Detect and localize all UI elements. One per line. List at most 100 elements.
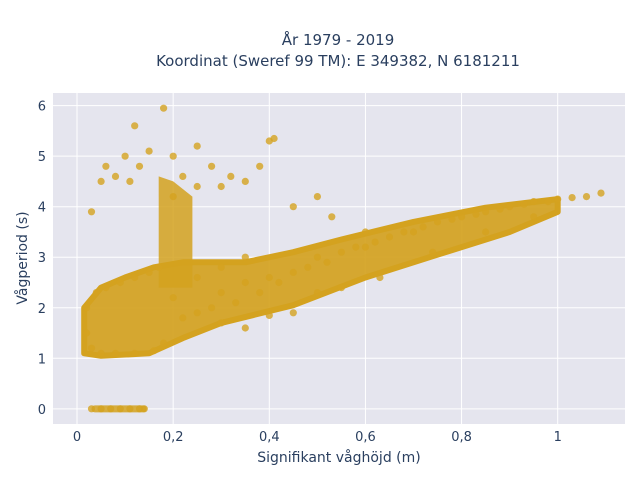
scatter-point: [145, 268, 153, 276]
scatter-point: [116, 278, 124, 287]
scatter-point: [111, 349, 120, 357]
scatter-point: [179, 172, 187, 180]
scatter-point: [232, 299, 240, 307]
scatter-point: [208, 162, 216, 170]
scatter-point: [530, 198, 538, 206]
scatter-point: [323, 258, 331, 266]
scatter-point: [126, 177, 134, 185]
scatter-point: [111, 172, 120, 180]
scatter-point: [169, 294, 177, 302]
x-axis-label: Signifikant våghöjd (m): [257, 449, 420, 466]
scatter-point: [83, 329, 91, 337]
scatter-point: [160, 104, 168, 112]
scatter-point: [193, 182, 201, 191]
scatter-point: [328, 213, 336, 221]
scatter-point: [275, 278, 283, 287]
grid-lines: [53, 93, 625, 424]
scatter-point: [582, 193, 591, 201]
scatter-point: [472, 210, 480, 218]
scatter-point: [265, 311, 273, 319]
scatter-point: [135, 162, 144, 170]
scatter-point: [554, 195, 562, 203]
y-tick-label: 3: [38, 251, 46, 266]
scatter-point: [376, 273, 384, 282]
scatter-point: [217, 289, 225, 297]
scatter-point: [217, 319, 225, 327]
scatter-point: [506, 203, 514, 211]
scatter-point: [131, 122, 139, 130]
scatter-point: [361, 228, 369, 236]
x-tick-label: 0,2: [163, 430, 184, 445]
y-axis-label: Vågperiod (s): [14, 211, 31, 304]
scatter-point: [352, 243, 360, 251]
scatter-point: [193, 273, 201, 282]
scatter-point: [433, 218, 442, 226]
scatter-point: [160, 339, 168, 347]
scatter-point: [458, 213, 466, 221]
scatter-point: [568, 194, 576, 202]
x-tick-label: 0,4: [259, 430, 280, 445]
y-tick-label: 1: [38, 352, 46, 367]
y-tick-label: 0: [38, 403, 46, 418]
scatter-point: [97, 349, 105, 357]
scatter-point: [289, 203, 297, 211]
scatter-point: [385, 233, 394, 241]
chart-title-line-2: Koordinat (Sweref 99 TM): E 349382, N 61…: [156, 52, 520, 70]
scatter-point: [87, 344, 96, 352]
scatter-point: [482, 228, 490, 236]
scatter-point: [83, 304, 91, 312]
scatter-cloud-column: [158, 176, 193, 288]
y-tick-label: 6: [38, 100, 46, 115]
scatter-point: [400, 228, 408, 236]
scatter-point: [256, 289, 264, 297]
scatter-point: [530, 213, 538, 221]
x-axis-ticks: 0 0,2 0,4 0,6 0,8 1: [73, 430, 562, 445]
scatter-point: [289, 268, 297, 276]
x-tick-label: 0,6: [355, 430, 376, 445]
scatter-point: [193, 309, 201, 317]
chart-title-line-1: År 1979 - 2019: [282, 30, 395, 49]
scatter-point: [256, 162, 264, 170]
scatter-point: [241, 177, 249, 185]
x-tick-label: 0: [73, 430, 81, 445]
scatter-point: [217, 263, 225, 271]
scatter-point: [102, 162, 110, 170]
scatter-point: [179, 314, 187, 322]
scatter-point: [131, 273, 139, 282]
scatter-point: [155, 263, 163, 271]
scatter-point: [241, 278, 249, 287]
scatter-point: [304, 263, 312, 271]
scatter-point: [361, 243, 369, 251]
scatter-point: [217, 182, 225, 191]
scatter-point: [193, 142, 201, 150]
scatter-point: [169, 152, 177, 160]
scatter-point: [337, 248, 345, 256]
scatter-point: [597, 189, 605, 197]
scatter-point: [337, 284, 345, 292]
scatter-point: [429, 248, 437, 256]
scatter-point: [270, 134, 278, 143]
scatter-point: [227, 172, 235, 180]
scatter-point: [92, 289, 100, 297]
scatter-point: [97, 177, 105, 185]
scatter-point: [87, 208, 96, 216]
scatter-point: [544, 198, 552, 206]
y-tick-label: 4: [38, 201, 46, 216]
scatter-point: [520, 200, 528, 208]
scatter-point: [241, 253, 249, 261]
scatter-point: [371, 238, 379, 246]
scatter-point: [131, 349, 139, 357]
scatter-point: [121, 152, 129, 160]
scatter-point: [482, 208, 490, 216]
scatter-point: [150, 347, 158, 355]
scatter-point: [496, 205, 504, 213]
scatter-point: [313, 289, 321, 297]
scatter-point: [289, 309, 297, 317]
x-tick-label: 1: [554, 430, 562, 445]
y-tick-label: 2: [38, 302, 46, 317]
scatter-point: [409, 228, 418, 236]
x-tick-label: 0,8: [451, 430, 472, 445]
scatter-point: [102, 284, 110, 292]
scatter-point: [419, 223, 427, 231]
